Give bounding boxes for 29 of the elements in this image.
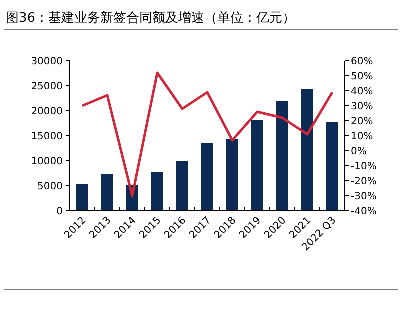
y2-tick-label: -10% bbox=[351, 162, 377, 172]
bar bbox=[202, 143, 214, 211]
y2-tick-label: 0% bbox=[351, 146, 367, 158]
bar bbox=[176, 162, 188, 211]
y2-tick-label: 50% bbox=[351, 72, 374, 82]
y-tick-label: 5000 bbox=[38, 182, 63, 192]
bar bbox=[326, 122, 338, 211]
y2-tick-label: 40% bbox=[351, 86, 374, 98]
bar bbox=[152, 172, 164, 211]
y2-tick-label: 10% bbox=[351, 132, 374, 142]
bar bbox=[302, 90, 314, 211]
y-tick-label: 0 bbox=[56, 206, 63, 218]
bar bbox=[102, 174, 114, 211]
y-tick-label: 15000 bbox=[31, 132, 63, 142]
y-tick-label: 30000 bbox=[31, 56, 63, 68]
bar bbox=[276, 101, 288, 211]
y2-tick-label: -40% bbox=[351, 206, 377, 218]
y2-tick-label: 20% bbox=[351, 116, 374, 128]
y2-tick-label: -30% bbox=[351, 192, 377, 202]
y2-tick-label: 30% bbox=[351, 102, 374, 112]
title: 图36：基建业务新签合同额及增速（单位：亿元） bbox=[6, 11, 296, 26]
y-tick-label: 10000 bbox=[31, 156, 63, 168]
bar bbox=[226, 139, 238, 211]
y2-tick-label: -20% bbox=[351, 176, 377, 188]
y-tick-label: 20000 bbox=[31, 106, 63, 118]
y2-tick-label: 60% bbox=[351, 56, 374, 68]
bar bbox=[76, 184, 88, 211]
bar bbox=[252, 120, 264, 211]
y-tick-label: 25000 bbox=[31, 82, 63, 92]
